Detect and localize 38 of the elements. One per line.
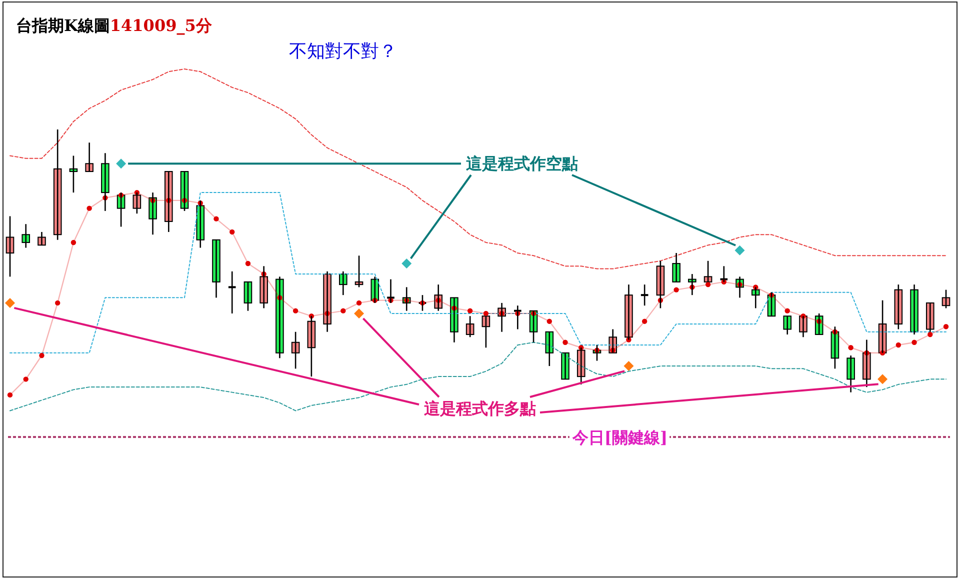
point [878, 374, 888, 384]
point [340, 308, 346, 314]
point [642, 318, 648, 324]
point [912, 340, 917, 345]
point [356, 300, 362, 306]
point [402, 258, 412, 269]
point [674, 287, 679, 292]
point [784, 308, 790, 314]
point [230, 229, 235, 235]
point [23, 376, 28, 382]
chart-subtitle: 141009_5分 [110, 16, 213, 35]
point [70, 240, 76, 246]
point [562, 340, 568, 345]
point [943, 324, 949, 330]
candlestick [561, 352, 570, 380]
point [848, 345, 854, 350]
point [39, 352, 44, 358]
point [928, 332, 933, 338]
point [467, 308, 473, 314]
point [54, 300, 60, 306]
point [5, 298, 15, 308]
text: 這是程式作多點 [423, 399, 536, 418]
point [214, 216, 219, 222]
text: 不知對不對？ [289, 41, 397, 62]
point [245, 260, 251, 266]
point [546, 318, 552, 324]
point [116, 158, 126, 169]
point [86, 206, 92, 211]
point [292, 308, 298, 314]
annotation: 這是程式作空點 [465, 154, 578, 173]
point [7, 392, 13, 398]
point [705, 282, 711, 288]
point [483, 310, 489, 316]
ref-line-label: 今日[關鍵線] [571, 428, 668, 447]
point [624, 361, 634, 372]
point [354, 308, 364, 318]
point [734, 245, 745, 256]
point [896, 342, 902, 348]
